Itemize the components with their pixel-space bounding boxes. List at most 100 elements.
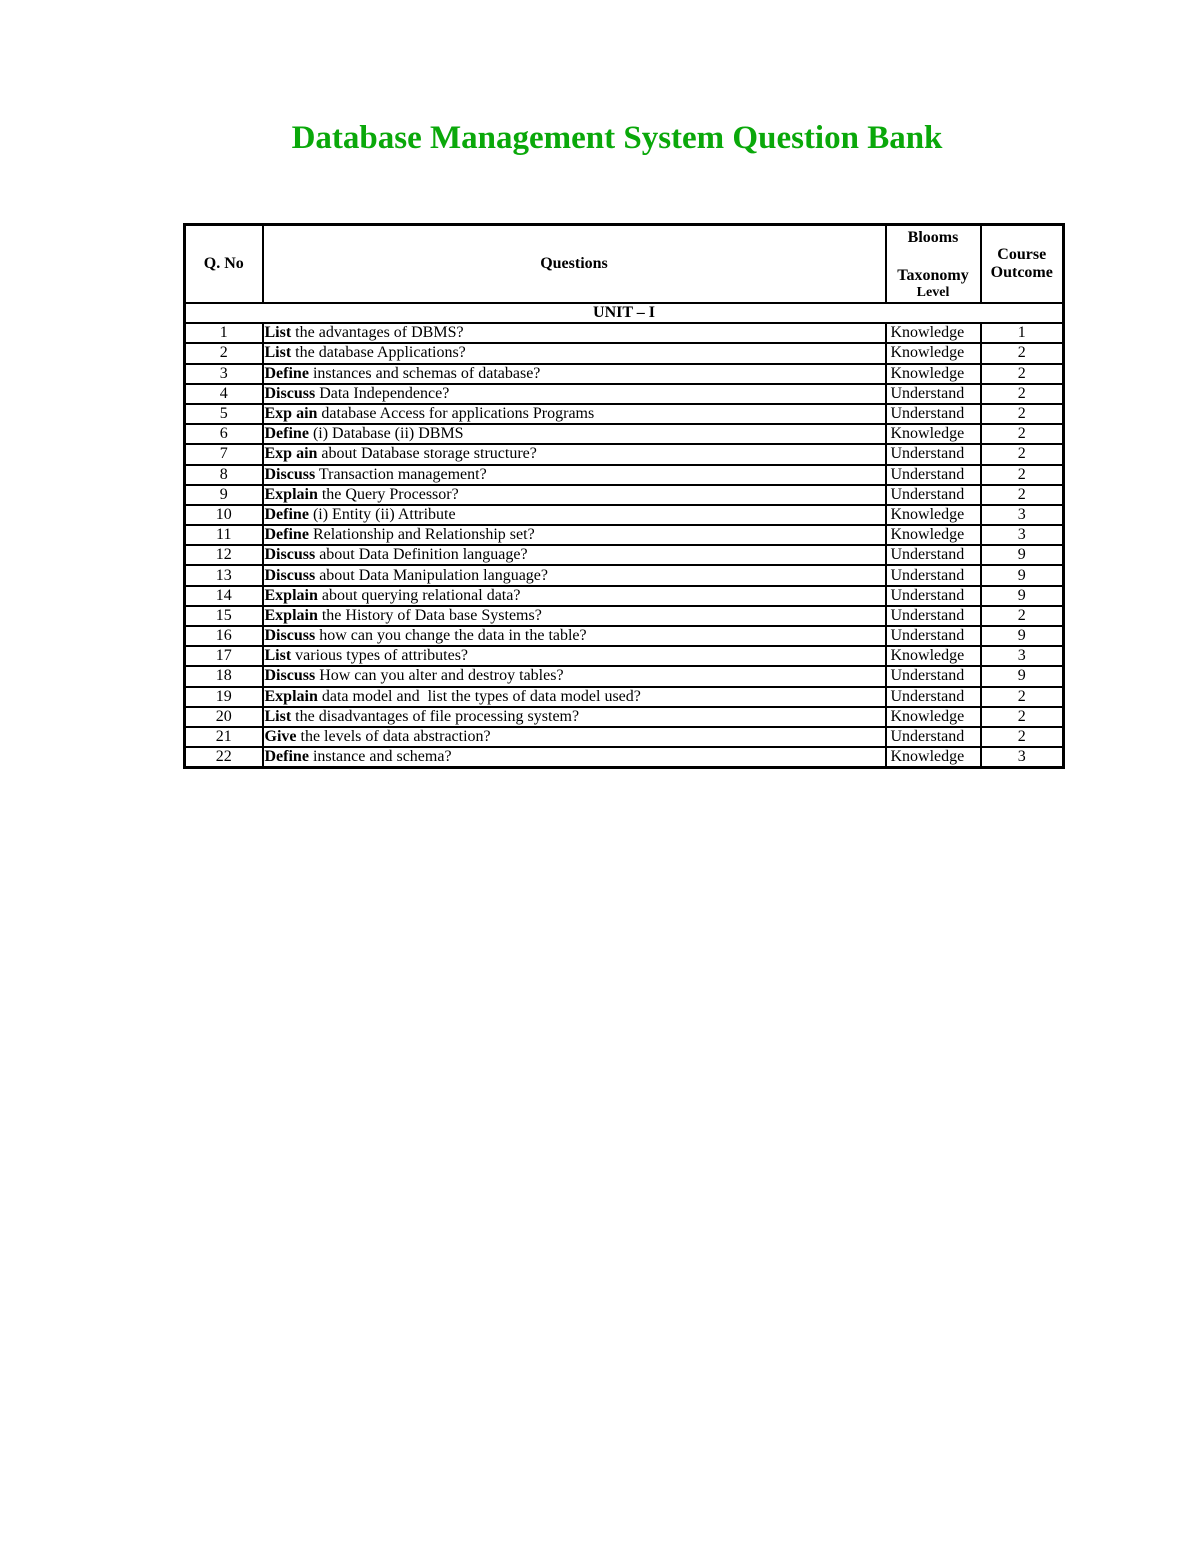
blooms-level: Understand	[884, 463, 982, 486]
question-number: 22	[183, 746, 264, 769]
blooms-level: Understand	[884, 544, 982, 567]
question-text: Give the levels of data abstraction?	[261, 725, 887, 749]
question-verb: List	[264, 707, 292, 725]
question-rest: database Access for applications Program…	[317, 405, 595, 423]
blooms-level: Understand	[884, 402, 982, 426]
header-co-line1: Course	[997, 246, 1047, 263]
question-number: 21	[183, 725, 264, 749]
course-outcome: 2	[979, 342, 1065, 365]
header-qno: Q. No	[183, 223, 264, 304]
question-rest: about Data Manipulation language?	[315, 566, 548, 584]
question-verb: Explain	[264, 687, 318, 705]
table-row: 17 List various types of attributes? Kno…	[183, 645, 1065, 668]
course-outcome: 1	[979, 322, 1065, 345]
question-text: Exp ain about Database storage structure…	[261, 443, 887, 466]
question-rest: about querying relational data?	[317, 586, 521, 604]
question-rest: data model and list the types of data mo…	[317, 687, 641, 705]
blooms-level: Knowledge	[884, 503, 982, 527]
question-text: Exp ain database Access for applications…	[261, 402, 887, 426]
question-rest: Relationship and Relationship set?	[308, 526, 535, 544]
question-text: List various types of attributes?	[261, 645, 887, 668]
blooms-level: Knowledge	[884, 322, 982, 345]
question-text: Define Relationship and Relationship set…	[261, 524, 887, 547]
question-rest: (i) Entity (ii) Attribute	[308, 505, 456, 523]
unit-row: UNIT – I	[183, 301, 1065, 325]
question-verb: List	[264, 344, 292, 362]
course-outcome: 3	[979, 524, 1065, 547]
course-outcome: 2	[979, 382, 1065, 405]
question-number: 14	[183, 584, 264, 607]
header-questions: Questions	[261, 223, 887, 304]
question-verb: Exp ain	[264, 405, 318, 423]
course-outcome: 2	[979, 483, 1065, 506]
course-outcome: 2	[979, 402, 1065, 426]
header-co-line2: Outcome	[990, 264, 1053, 281]
question-number: 10	[183, 503, 264, 527]
question-rest: the History of Data base Systems?	[317, 606, 542, 624]
unit-label: UNIT – I	[183, 301, 1065, 325]
course-outcome: 9	[979, 584, 1065, 607]
table-row: 20 List the disadvantages of file proces…	[183, 705, 1065, 728]
page-title: Database Management System Question Bank	[291, 120, 943, 156]
question-text: Define (i) Database (ii) DBMS	[261, 423, 887, 446]
table-row: 3 Define instances and schemas of databa…	[183, 362, 1065, 385]
question-rest: instances and schemas of database?	[308, 364, 541, 382]
table-row: 21 Give the levels of data abstraction? …	[183, 725, 1065, 749]
blooms-level: Knowledge	[884, 705, 982, 728]
header-row: Q. No Questions Blooms Taxonomy Level Co…	[183, 223, 1065, 304]
course-outcome: 9	[979, 624, 1065, 648]
question-verb: Discuss	[264, 465, 316, 483]
question-table: Q. No Questions Blooms Taxonomy Level Co…	[183, 223, 1065, 770]
blooms-level: Knowledge	[884, 524, 982, 547]
question-number: 4	[183, 382, 264, 405]
question-text: Define (i) Entity (ii) Attribute	[261, 503, 887, 527]
question-number: 3	[183, 362, 264, 385]
course-outcome: 2	[979, 685, 1065, 708]
question-verb: Explain	[264, 485, 318, 503]
table-row: 14 Explain about querying relational dat…	[183, 584, 1065, 607]
table-row: 5 Exp ain database Access for applicatio…	[183, 402, 1065, 426]
question-text: Explain about querying relational data?	[261, 584, 887, 607]
question-number: 18	[183, 665, 264, 688]
question-text: Discuss How can you alter and destroy ta…	[261, 665, 887, 688]
course-outcome: 2	[979, 463, 1065, 486]
blooms-level: Understand	[884, 685, 982, 708]
blooms-level: Knowledge	[884, 423, 982, 446]
question-verb: Give	[264, 728, 297, 746]
course-outcome: 2	[979, 362, 1065, 385]
header-blooms-line1: Blooms	[907, 228, 959, 246]
question-number: 6	[183, 423, 264, 446]
question-text: Discuss how can you change the data in t…	[261, 624, 887, 648]
course-outcome: 2	[979, 443, 1065, 466]
course-outcome: 2	[979, 604, 1065, 628]
blooms-level: Knowledge	[884, 746, 982, 769]
blooms-level: Understand	[884, 483, 982, 506]
course-outcome: 2	[979, 705, 1065, 728]
question-verb: List	[264, 324, 292, 342]
table-row: 22 Define instance and schema? Knowledge…	[183, 746, 1065, 769]
table-row: 18 Discuss How can you alter and destroy…	[183, 665, 1065, 688]
course-outcome: 2	[979, 725, 1065, 749]
question-number: 12	[183, 544, 264, 567]
question-number: 19	[183, 685, 264, 708]
course-outcome: 9	[979, 665, 1065, 688]
question-text: List the disadvantages of file processin…	[261, 705, 887, 728]
course-outcome: 3	[979, 746, 1065, 769]
question-rest: the levels of data abstraction?	[296, 728, 491, 746]
question-text: Explain the Query Processor?	[261, 483, 887, 506]
question-text: Explain the History of Data base Systems…	[261, 604, 887, 628]
table-row: 13 Discuss about Data Manipulation langu…	[183, 564, 1065, 587]
question-verb: Discuss	[264, 546, 316, 564]
question-number: 20	[183, 705, 264, 728]
table-row: 16 Discuss how can you change the data i…	[183, 624, 1065, 648]
question-verb: Discuss	[264, 627, 316, 645]
table-row: 6 Define (i) Database (ii) DBMS Knowledg…	[183, 423, 1065, 446]
question-verb: Define	[264, 526, 309, 544]
table-row: 15 Explain the History of Data base Syst…	[183, 604, 1065, 628]
header-course-outcome: Course Outcome	[979, 223, 1065, 304]
blooms-level: Understand	[884, 382, 982, 405]
table-row: 1 List the advantages of DBMS? Knowledge…	[183, 322, 1065, 345]
course-outcome: 9	[979, 544, 1065, 567]
table-row: 11 Define Relationship and Relationship …	[183, 524, 1065, 547]
blooms-level: Knowledge	[884, 362, 982, 385]
